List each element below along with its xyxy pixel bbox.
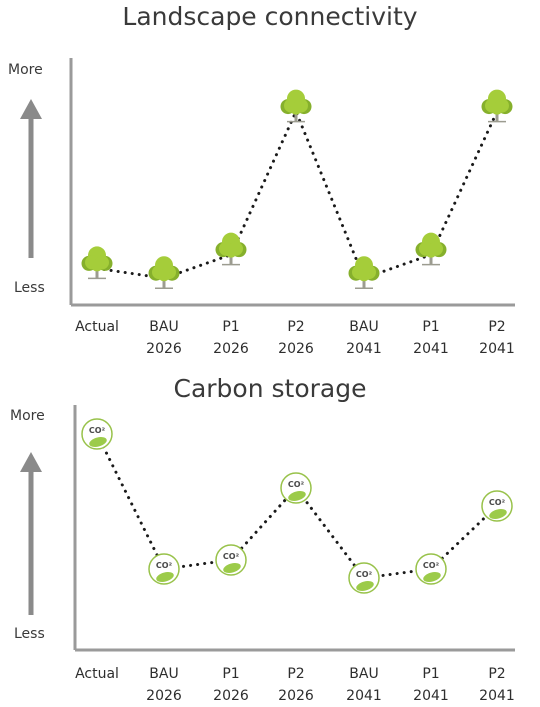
y-more-label-carbon: More [10, 408, 45, 424]
x-tick-label-line2: 2026 [146, 341, 182, 357]
x-tick-label-line2: 2041 [413, 341, 449, 357]
data-point: CO² [481, 490, 513, 522]
co2-icon: CO² [148, 553, 180, 585]
tree-icon [348, 256, 380, 289]
co2-icon: CO² [280, 472, 312, 504]
tree-icon [148, 256, 180, 289]
x-tick-label-line2: 2041 [479, 688, 515, 704]
co2-icon: CO² [81, 418, 113, 450]
x-tick-label: BAU 2026 [124, 316, 204, 360]
chart-title-connectivity: Landscape connectivity [122, 2, 418, 31]
chart-title-carbon: Carbon storage [173, 374, 367, 403]
x-tick-label-line1: P1 [222, 666, 240, 682]
y-less-label-connectivity: Less [14, 280, 45, 296]
co2-label: CO² [89, 426, 106, 435]
x-tick-label-line2: 2041 [413, 688, 449, 704]
x-tick-label: P2 2026 [256, 316, 336, 360]
data-point: CO² [415, 553, 447, 585]
x-tick-label: Actual [57, 316, 137, 338]
data-point: CO² [81, 418, 113, 450]
data-point [215, 232, 247, 266]
x-tick-label-line1: P2 [488, 319, 506, 335]
leaf-icon [356, 581, 374, 591]
up-arrow-icon [20, 99, 42, 258]
co2-label: CO² [223, 552, 240, 561]
x-tick-label-line1: Actual [75, 666, 119, 682]
data-point [415, 232, 447, 266]
x-tick-label-line2: 2026 [278, 341, 314, 357]
co2-label: CO² [489, 498, 506, 507]
co2-icon: CO² [481, 490, 513, 522]
x-tick-label-line1: BAU [349, 319, 379, 335]
data-point: CO² [348, 562, 380, 594]
x-tick-label: P1 2026 [191, 316, 271, 360]
leaf-icon [223, 563, 241, 573]
data-point [481, 89, 513, 123]
x-tick-label: BAU 2041 [324, 663, 404, 707]
y-less-label-carbon: Less [14, 626, 45, 642]
co2-icon: CO² [215, 544, 247, 576]
data-point: CO² [280, 472, 312, 504]
data-point: CO² [215, 544, 247, 576]
co2-icon: CO² [348, 562, 380, 594]
up-arrow-icon [20, 452, 42, 615]
co2-label: CO² [288, 480, 305, 489]
co2-label: CO² [423, 561, 440, 570]
x-tick-label: P1 2041 [391, 316, 471, 360]
x-tick-label-line2: 2026 [213, 688, 249, 704]
x-tick-label-line2: 2041 [346, 688, 382, 704]
co2-label: CO² [356, 570, 373, 579]
x-tick-label: P2 2041 [457, 663, 537, 707]
tree-icon [81, 246, 113, 280]
x-tick-label-line2: 2026 [278, 688, 314, 704]
leaf-icon [489, 509, 507, 519]
leaf-icon [156, 572, 174, 582]
x-tick-label-line1: P1 [422, 319, 440, 335]
x-tick-label: BAU 2041 [324, 316, 404, 360]
x-tick-label-line1: BAU [349, 666, 379, 682]
tree-icon [415, 232, 447, 266]
x-tick-label-line2: 2026 [146, 688, 182, 704]
x-tick-label-line1: P1 [222, 319, 240, 335]
chart-connectivity [20, 58, 515, 307]
data-point [81, 246, 113, 280]
co2-label: CO² [156, 561, 173, 570]
x-tick-label-line1: P2 [488, 666, 506, 682]
x-tick-label: Actual [57, 663, 137, 685]
data-point [280, 89, 312, 123]
leaf-icon [89, 437, 107, 447]
x-tick-label-line2: 2041 [479, 341, 515, 357]
x-tick-label: P2 2041 [457, 316, 537, 360]
x-tick-label-line1: BAU [149, 666, 179, 682]
y-more-label-connectivity: More [8, 62, 43, 78]
data-point [148, 256, 180, 289]
x-tick-label: P2 2026 [256, 663, 336, 707]
tree-icon [481, 89, 513, 123]
x-tick-label: P1 2041 [391, 663, 471, 707]
data-point [348, 256, 380, 289]
data-point: CO² [148, 553, 180, 585]
co2-icon: CO² [415, 553, 447, 585]
x-tick-label-line1: BAU [149, 319, 179, 335]
x-tick-label: P1 2026 [191, 663, 271, 707]
x-tick-label-line1: P2 [287, 319, 305, 335]
chart-carbon: CO² CO² CO² CO² CO² CO² CO² [20, 405, 515, 652]
x-tick-label-line2: 2026 [213, 341, 249, 357]
x-tick-label: BAU 2026 [124, 663, 204, 707]
x-tick-label-line1: Actual [75, 319, 119, 335]
x-tick-label-line2: 2041 [346, 341, 382, 357]
tree-icon [280, 89, 312, 123]
tree-icon [215, 232, 247, 266]
leaf-icon [423, 572, 441, 582]
leaf-icon [288, 491, 306, 501]
x-tick-label-line1: P2 [287, 666, 305, 682]
x-tick-label-line1: P1 [422, 666, 440, 682]
